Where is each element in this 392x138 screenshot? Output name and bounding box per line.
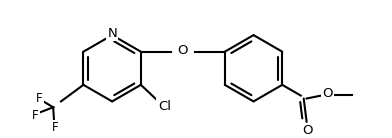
Text: O: O [302, 124, 313, 137]
Text: F: F [36, 92, 43, 105]
Text: F: F [52, 121, 58, 134]
Text: N: N [107, 27, 117, 40]
Text: O: O [178, 44, 188, 57]
Text: Cl: Cl [158, 100, 171, 113]
Text: F: F [32, 109, 39, 122]
Text: O: O [322, 87, 332, 100]
